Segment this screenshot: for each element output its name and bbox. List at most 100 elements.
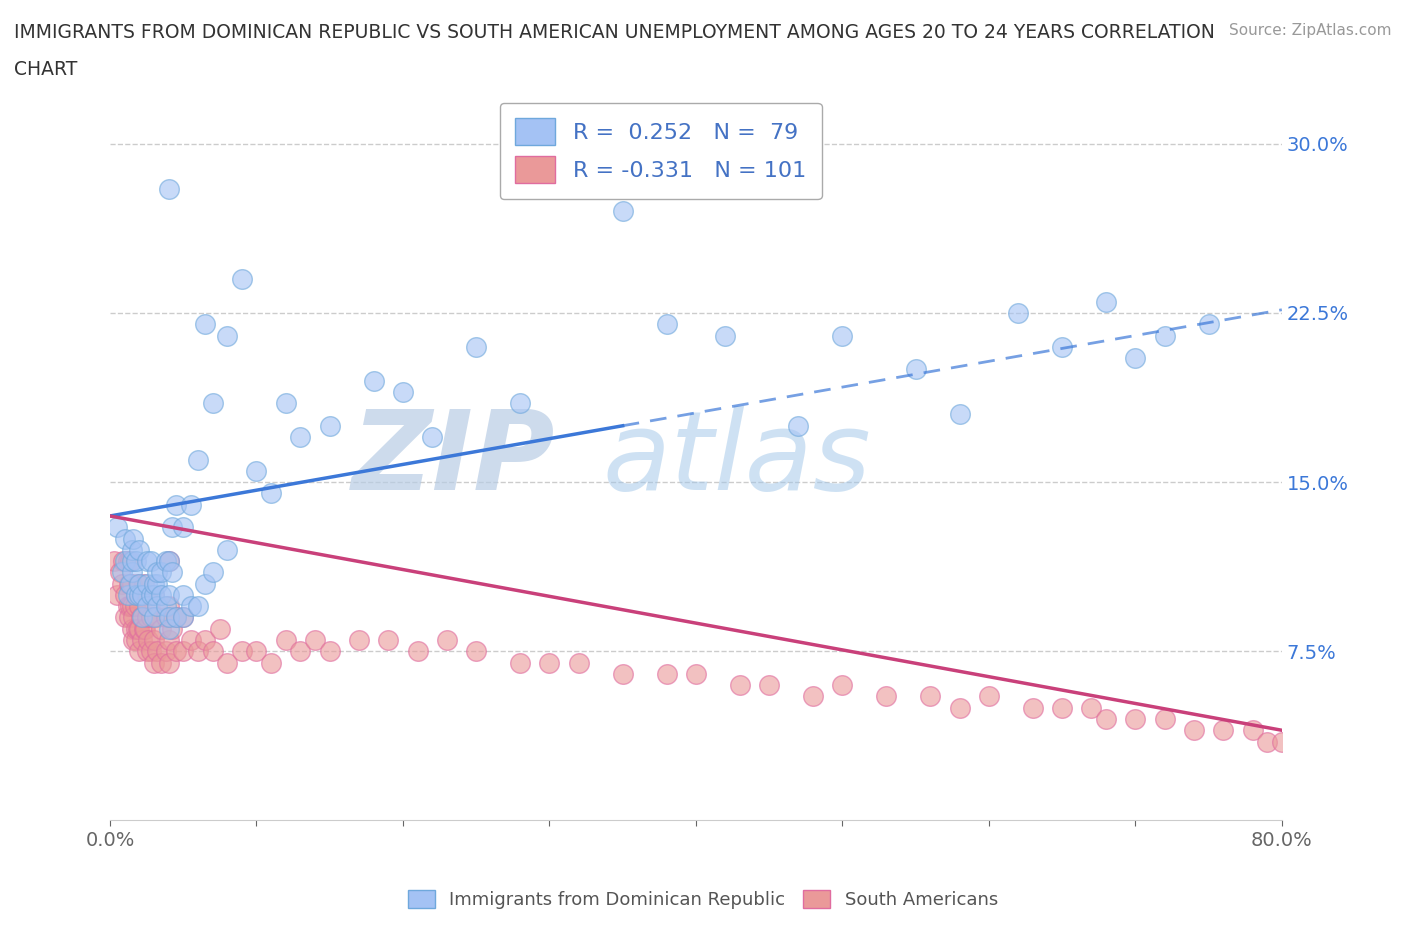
Point bbox=[165, 610, 187, 625]
Point bbox=[1080, 700, 1102, 715]
Point bbox=[612, 204, 634, 219]
Point bbox=[319, 418, 342, 433]
Point bbox=[135, 553, 157, 568]
Point bbox=[160, 621, 183, 636]
Point bbox=[172, 520, 194, 535]
Point bbox=[127, 577, 149, 591]
Point bbox=[142, 577, 165, 591]
Point bbox=[128, 588, 150, 603]
Point bbox=[135, 588, 157, 603]
Point bbox=[201, 396, 224, 411]
Point bbox=[172, 588, 194, 603]
Text: CHART: CHART bbox=[14, 60, 77, 79]
Point bbox=[142, 588, 165, 603]
Point bbox=[120, 577, 142, 591]
Point bbox=[165, 610, 187, 625]
Point bbox=[831, 678, 853, 693]
Point bbox=[165, 498, 187, 512]
Point bbox=[1050, 700, 1073, 715]
Text: IMMIGRANTS FROM DOMINICAN REPUBLIC VS SOUTH AMERICAN UNEMPLOYMENT AMONG AGES 20 : IMMIGRANTS FROM DOMINICAN REPUBLIC VS SO… bbox=[14, 23, 1215, 42]
Point bbox=[146, 577, 169, 591]
Point bbox=[194, 577, 217, 591]
Point bbox=[142, 610, 165, 625]
Point bbox=[117, 588, 139, 603]
Point bbox=[139, 610, 162, 625]
Point bbox=[920, 689, 942, 704]
Point bbox=[201, 644, 224, 658]
Point bbox=[142, 632, 165, 647]
Point bbox=[377, 632, 399, 647]
Point bbox=[509, 655, 531, 670]
Point bbox=[120, 553, 142, 568]
Point bbox=[1182, 723, 1205, 737]
Point bbox=[194, 632, 217, 647]
Point bbox=[139, 588, 162, 603]
Point bbox=[111, 565, 134, 579]
Point bbox=[187, 599, 209, 614]
Point bbox=[155, 644, 177, 658]
Point bbox=[347, 632, 370, 647]
Point bbox=[157, 553, 180, 568]
Point bbox=[135, 577, 157, 591]
Point bbox=[135, 610, 157, 625]
Point bbox=[155, 610, 177, 625]
Point bbox=[139, 553, 162, 568]
Point bbox=[105, 588, 128, 603]
Point bbox=[105, 520, 128, 535]
Point bbox=[948, 700, 970, 715]
Point bbox=[157, 610, 180, 625]
Point bbox=[208, 621, 231, 636]
Point bbox=[1095, 711, 1118, 726]
Point bbox=[420, 430, 443, 445]
Point bbox=[304, 632, 326, 647]
Point bbox=[165, 644, 187, 658]
Point bbox=[465, 644, 488, 658]
Point bbox=[1095, 294, 1118, 309]
Point bbox=[150, 565, 173, 579]
Point bbox=[111, 577, 134, 591]
Point bbox=[1050, 339, 1073, 354]
Point bbox=[180, 599, 202, 614]
Point bbox=[245, 463, 267, 478]
Point bbox=[157, 621, 180, 636]
Point bbox=[122, 610, 145, 625]
Point bbox=[977, 689, 1000, 704]
Point bbox=[436, 632, 458, 647]
Point bbox=[1125, 711, 1147, 726]
Point bbox=[122, 632, 145, 647]
Point bbox=[1198, 317, 1220, 332]
Point bbox=[128, 599, 150, 614]
Point bbox=[118, 610, 141, 625]
Point bbox=[172, 644, 194, 658]
Point bbox=[142, 588, 165, 603]
Point bbox=[538, 148, 561, 163]
Point bbox=[142, 655, 165, 670]
Point bbox=[128, 621, 150, 636]
Point bbox=[128, 542, 150, 557]
Point bbox=[1256, 734, 1278, 749]
Point bbox=[217, 655, 239, 670]
Point bbox=[172, 610, 194, 625]
Point bbox=[121, 553, 143, 568]
Point bbox=[260, 655, 283, 670]
Point bbox=[128, 577, 150, 591]
Point bbox=[131, 588, 153, 603]
Point bbox=[146, 599, 169, 614]
Legend: Immigrants from Dominican Republic, South Americans: Immigrants from Dominican Republic, Sout… bbox=[401, 883, 1005, 916]
Point bbox=[134, 621, 156, 636]
Point bbox=[135, 644, 157, 658]
Point bbox=[685, 667, 707, 682]
Point bbox=[904, 362, 927, 377]
Point bbox=[787, 418, 810, 433]
Point bbox=[172, 610, 194, 625]
Point bbox=[132, 577, 155, 591]
Point bbox=[131, 632, 153, 647]
Point bbox=[155, 599, 177, 614]
Point bbox=[124, 599, 146, 614]
Point bbox=[714, 328, 737, 343]
Point bbox=[132, 621, 155, 636]
Point bbox=[125, 588, 148, 603]
Point bbox=[103, 553, 125, 568]
Point bbox=[831, 328, 853, 343]
Point bbox=[1007, 306, 1029, 321]
